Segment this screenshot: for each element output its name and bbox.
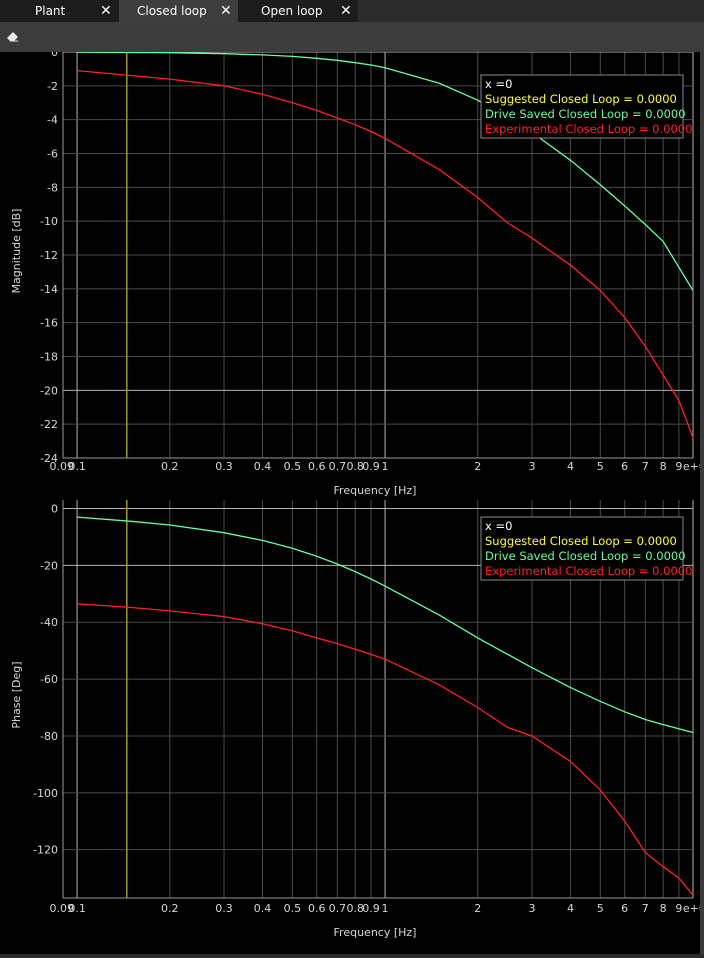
legend-entry: Experimental Closed Loop = 0.0000 [485,122,692,136]
legend-entry: Drive Saved Closed Loop = 0.0000 [485,107,686,121]
x-tick-label: 4 [567,460,574,473]
y-tick-label: -6 [47,148,58,161]
series-line-experimental-closed-loop [77,603,694,896]
y-tick-label: -120 [33,844,58,857]
y-tick-label: -22 [40,418,58,431]
plot-area: 0 -2 -4 -6 -8 -10 -12 -14 -16 -18 -20 -22 -24 0.09 0.1… [0,46,704,954]
legend-entry: Experimental Closed Loop = 0.0000 [485,564,692,578]
y-tick-label: -4 [47,114,58,127]
y-tick-label: -10 [40,215,58,228]
legend-x-readout: x =0 [485,77,512,91]
x-axis-label: Frequency [Hz] [334,484,417,497]
y-tick-label: -24 [40,452,58,465]
toolbar [0,22,704,52]
x-tick-label: 0.5 [284,460,302,473]
chart-magnitude: 0 -2 -4 -6 -8 -10 -12 -14 -16 -18 -20 -22 -240.090.1… [10,46,704,497]
x-tick-label: 3 [528,902,535,915]
y-tick-label: -60 [40,673,58,686]
x-tick-label: 9 [675,460,682,473]
tab-bar: Plant ✕ Closed loop ✕ Open loop ✕ [0,0,704,22]
y-tick-label: -12 [40,249,58,262]
tab-label: Open loop [261,4,323,18]
tab-plant[interactable]: Plant ✕ [0,0,119,22]
x-tick-label: 0.7 [329,460,347,473]
chart-phase: 0 -20 -40 -60 -80 -100 -120 0.090.1 0.2 0.3 0.4 0.5… [10,500,704,939]
x-tick-label: 3 [528,460,535,473]
x-tick-label: 2 [474,460,481,473]
tab-open-loop[interactable]: Open loop ✕ [238,0,358,22]
x-tick-label: 5 [597,902,604,915]
y-tick-label: 0 [51,52,58,59]
y-tick-label: -8 [47,181,58,194]
x-tick-label: 0.4 [254,460,272,473]
tab-label: Plant [35,4,66,18]
legend-entry: Drive Saved Closed Loop = 0.0000 [485,549,686,563]
y-tick-label: -100 [33,787,58,800]
x-tick-label: 6 [621,460,628,473]
y-tick-label: 0 [51,503,58,516]
close-icon[interactable]: ✕ [220,3,232,19]
legend-x-readout: x =0 [485,519,512,533]
legend-box [480,516,684,581]
x-tick-label: 1 [382,460,389,473]
x-axis-label: Frequency [Hz] [334,926,417,939]
x-tick-label: 8 [660,902,667,915]
tab-label: Closed loop [137,4,207,18]
y-axis-label: Phase [Deg] [10,661,23,728]
x-tick-label: 4 [567,902,574,915]
x-tick-label: 0.3 [215,460,233,473]
y-tick-label: -20 [40,384,58,397]
eraser-icon[interactable] [6,29,20,43]
close-icon[interactable]: ✕ [100,3,112,19]
x-tick-label: e+01 [683,902,700,915]
x-tick-label: 0.8 [346,902,364,915]
x-tick-label: 9 [675,902,682,915]
x-tick-label: 5 [597,460,604,473]
x-tick-label: 0.2 [161,460,179,473]
x-tick-label: e+01 [683,460,700,473]
y-tick-label: -16 [40,317,58,330]
x-tick-label: 0.1 [68,460,86,473]
scrollbar[interactable] [700,52,704,954]
legend-box [480,74,684,139]
x-tick-label: 7 [642,902,649,915]
bode-plots: 0-2-4-6-8-10-12-14-16-18-20-22-240.090.1… [10,46,704,939]
y-tick-label: -14 [40,283,58,296]
series-line-drive-saved-closed-loop [77,516,694,734]
y-tick-label: -18 [40,351,58,364]
series-line-experimental-closed-loop [77,69,694,438]
x-tick-label: 0.8 [346,460,364,473]
x-tick-label: 0.2 [161,902,179,915]
x-tick-label: 0.9 [362,460,380,473]
x-tick-label: 0.6 [308,902,326,915]
x-tick-label: 0.1 [68,902,86,915]
x-tick-label: 0.09 [50,902,75,915]
tab-closed-loop[interactable]: Closed loop ✕ [119,0,238,22]
close-icon[interactable]: ✕ [340,3,352,19]
x-tick-label: 7 [642,460,649,473]
series-line-drive-saved-closed-loop [77,51,694,291]
x-tick-label: 1 [382,902,389,915]
x-tick-label: 0.09 [50,460,75,473]
x-tick-label: 0.9 [362,902,380,915]
x-tick-label: 0.3 [215,902,233,915]
x-tick-label: 2 [474,902,481,915]
x-tick-label: 0.7 [329,902,347,915]
x-tick-label: 0.4 [254,902,272,915]
x-tick-label: 6 [621,902,628,915]
legend-entry: Suggested Closed Loop = 0.0000 [485,92,677,106]
x-tick-label: 0.5 [284,902,302,915]
y-tick-label: -20 [40,559,58,572]
y-tick-label: -40 [40,616,58,629]
y-tick-label: -80 [40,730,58,743]
x-tick-label: 8 [660,460,667,473]
x-tick-label: 0.6 [308,460,326,473]
y-axis-label: Magnitude [dB] [10,209,23,294]
y-tick-label: -2 [47,80,58,93]
legend-entry: Suggested Closed Loop = 0.0000 [485,534,677,548]
